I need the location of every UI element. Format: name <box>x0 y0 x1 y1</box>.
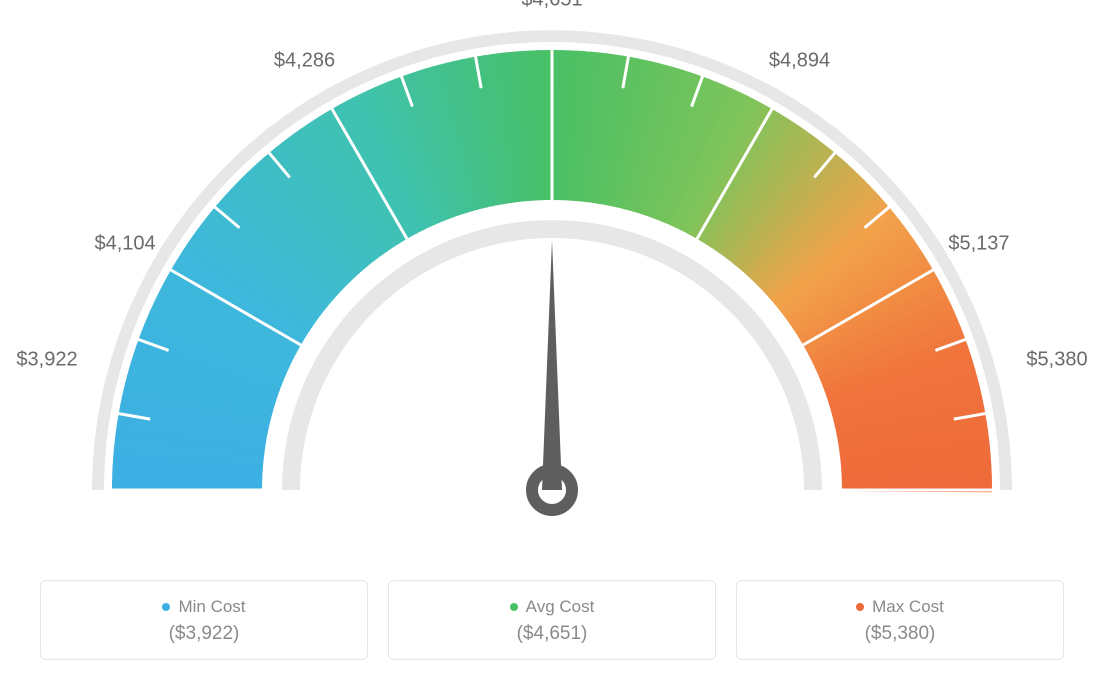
summary-cards: Min Cost ($3,922) Avg Cost ($4,651) Max … <box>40 580 1064 660</box>
gauge-tick-label: $4,651 <box>521 0 582 12</box>
avg-cost-title: Avg Cost <box>510 597 595 617</box>
dot-icon <box>856 603 864 611</box>
avg-cost-label: Avg Cost <box>526 597 595 617</box>
dot-icon <box>162 603 170 611</box>
min-cost-label: Min Cost <box>178 597 245 617</box>
max-cost-label: Max Cost <box>872 597 944 617</box>
gauge-tick-label: $5,380 <box>1026 349 1087 372</box>
gauge-tick-label: $4,104 <box>94 232 155 255</box>
gauge-tick-label: $3,922 <box>16 349 77 372</box>
min-cost-title: Min Cost <box>162 597 245 617</box>
gauge-chart: $3,922 $4,104 $4,286 $4,651 $4,894 $5,137 $5,3… <box>0 0 1104 560</box>
max-cost-title: Max Cost <box>856 597 944 617</box>
avg-cost-card: Avg Cost ($4,651) <box>388 580 716 660</box>
max-cost-value: ($5,380) <box>865 623 936 645</box>
gauge-tick-label: $5,137 <box>948 232 1009 255</box>
min-cost-card: Min Cost ($3,922) <box>40 580 368 660</box>
avg-cost-value: ($4,651) <box>517 623 588 645</box>
gauge-svg <box>0 0 1104 560</box>
min-cost-value: ($3,922) <box>169 623 240 645</box>
gauge-tick-label: $4,894 <box>769 50 830 73</box>
dot-icon <box>510 603 518 611</box>
max-cost-card: Max Cost ($5,380) <box>736 580 1064 660</box>
gauge-tick-label: $4,286 <box>274 50 335 73</box>
